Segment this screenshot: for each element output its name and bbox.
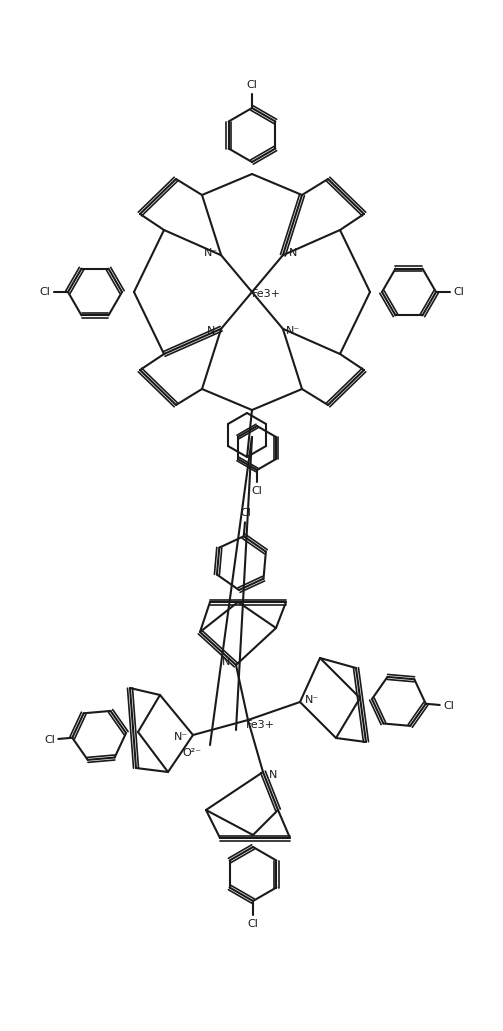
Text: N⁻: N⁻	[286, 326, 300, 336]
Text: Cl: Cl	[252, 486, 263, 496]
Text: Cl: Cl	[443, 701, 454, 710]
Text: Cl: Cl	[40, 287, 50, 297]
Text: N⁻: N⁻	[204, 248, 218, 258]
Text: Fe3+: Fe3+	[245, 720, 275, 730]
Text: N: N	[289, 248, 297, 258]
Text: Cl: Cl	[44, 735, 55, 744]
Text: N: N	[207, 326, 215, 336]
Text: O²⁻: O²⁻	[183, 749, 202, 758]
Text: Cl: Cl	[240, 508, 251, 519]
Text: N: N	[222, 657, 230, 667]
Text: Cl: Cl	[246, 80, 258, 90]
Text: Cl: Cl	[454, 287, 464, 297]
Text: Cl: Cl	[247, 919, 259, 929]
Text: Fe3+: Fe3+	[252, 289, 281, 299]
Text: N⁻: N⁻	[305, 695, 319, 705]
Text: N: N	[269, 770, 277, 780]
Text: N⁻: N⁻	[174, 732, 188, 742]
